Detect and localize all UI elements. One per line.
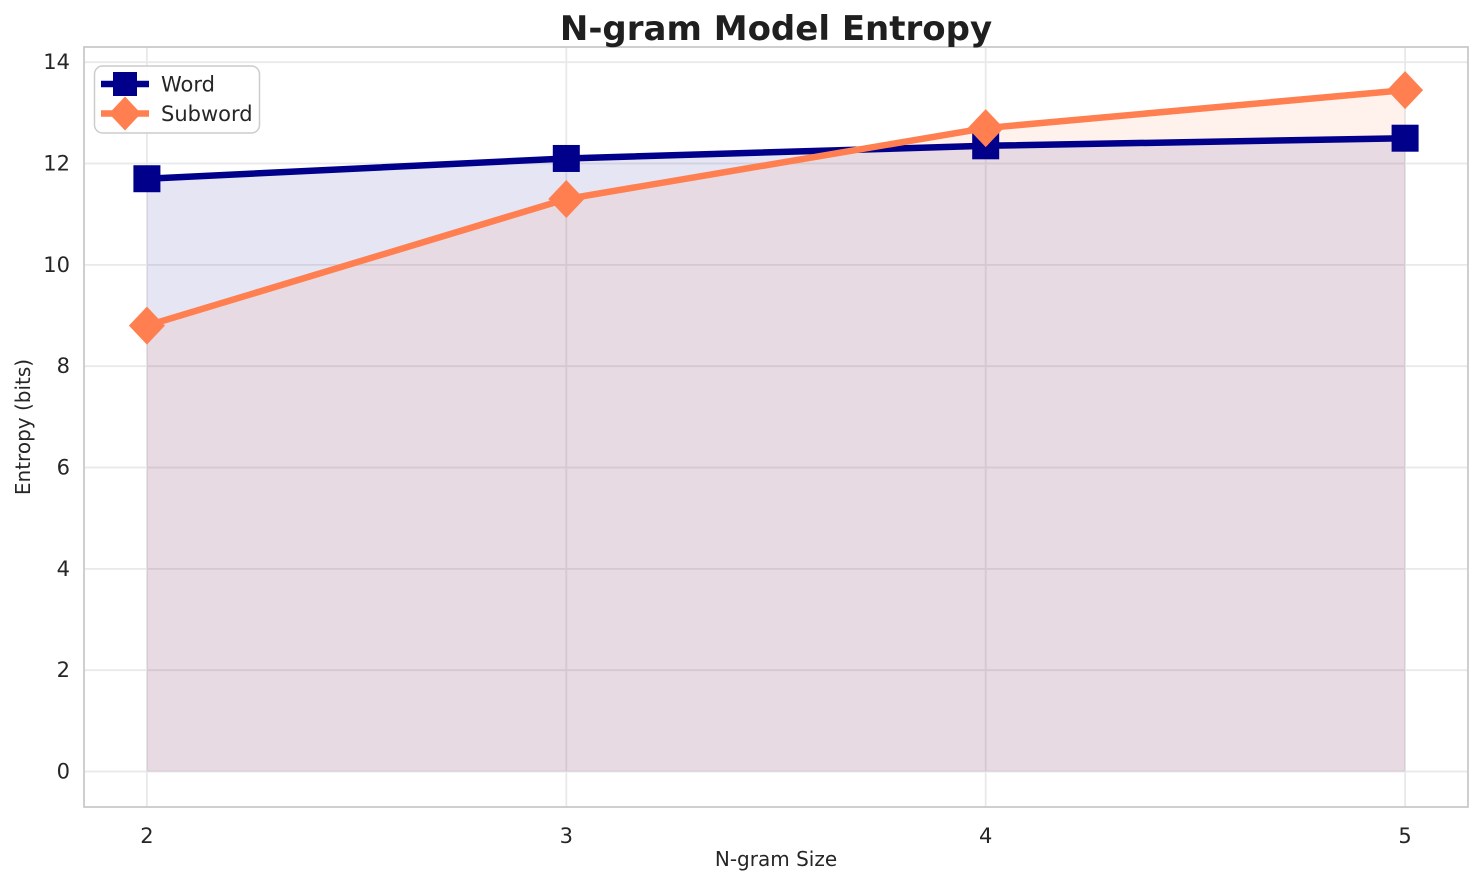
legend-diamond-marker [109,96,141,131]
legend-entry-label: Word [161,72,215,96]
word-square-marker [552,144,580,172]
y-axis-label: Entropy (bits) [11,359,35,495]
subword-diamond-marker [967,109,1004,148]
subword-diamond-marker [1387,71,1424,110]
chart-title: N-gram Model Entropy [560,9,992,49]
word-square-marker [133,165,161,193]
y-tick-label: 10 [43,253,70,277]
word-area-fill [146,138,1406,772]
subword-line [145,86,1406,329]
word-square-marker [1391,124,1419,152]
x-tick-label: 2 [140,824,153,848]
word-line [146,134,1406,182]
y-tick-label: 4 [57,557,70,581]
grid-layer [84,47,1468,807]
subword-diamond-marker [548,180,585,218]
y-tick-label: 6 [57,456,70,480]
x-tick-label: 3 [560,824,573,848]
plot-border [83,46,1469,808]
y-tick-label: 8 [57,354,70,378]
x-axis-label: N-gram Size [715,847,837,871]
legend-entry-label: Subword [161,102,253,126]
tick-layer: 0 2 4 6 8 10 12 14 2 3 4 5 [43,50,1412,848]
x-tick-label: 5 [1398,824,1411,848]
legend: Word Subword [93,65,261,134]
series-layer [128,71,1424,772]
y-tick-label: 12 [43,152,70,176]
subword-area-fill [146,90,1406,772]
y-tick-label: 14 [43,50,70,74]
y-tick-label: 2 [57,658,70,682]
x-tick-label: 4 [979,824,992,848]
subword-diamond-marker [128,306,165,345]
legend-square-marker [113,72,137,96]
y-tick-label: 0 [57,760,70,784]
